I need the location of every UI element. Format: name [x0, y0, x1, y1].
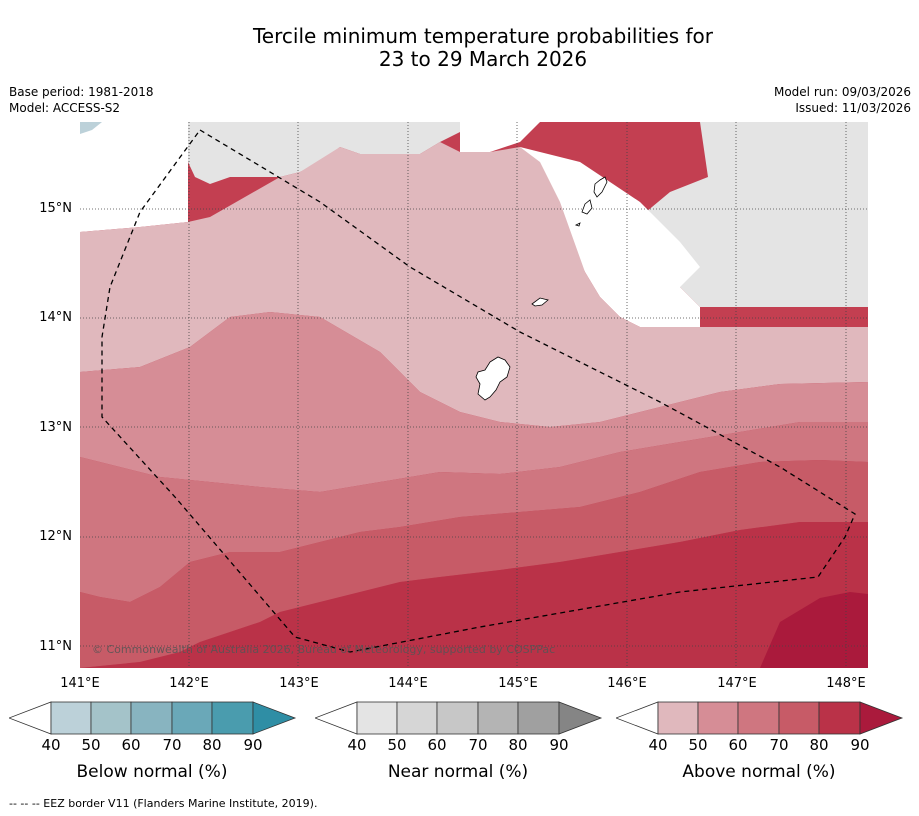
cb-near-title: Near normal (%) [387, 762, 529, 782]
meta-right: Model run: 09/03/2026 Issued: 11/03/2026 [774, 84, 911, 116]
copyright-text: © Commonwealth of Australia 2026, Bureau… [92, 643, 555, 656]
cb-near-swatch-1 [356, 701, 398, 735]
cb-near-tick-60: 60 [427, 736, 447, 754]
cb-near-swatch-2 [396, 701, 438, 735]
eez-border [101, 129, 856, 653]
cb-below-tick-60: 60 [121, 736, 141, 754]
cb-near-swatch-4 [477, 701, 519, 735]
band-90 [760, 592, 868, 668]
below-normal-corner [80, 122, 102, 134]
model-run: Model run: 09/03/2026 [773, 85, 911, 99]
cb-above-tick-90: 90 [850, 736, 870, 754]
band-80-90 [80, 522, 868, 668]
cb-near-tick-80: 80 [508, 736, 528, 754]
unshaded-area-east [520, 147, 700, 327]
band-70-80 [80, 460, 868, 668]
cb-near-tick-40: 40 [347, 736, 367, 754]
eez-footer-note: -- -- -- EEZ border V11 (Flanders Marine… [9, 797, 318, 810]
cb-near-swatch-3 [436, 701, 479, 735]
island-aguijan [574, 222, 581, 227]
cb-below-tick-70: 70 [162, 736, 182, 754]
cb-below-tick-40: 40 [41, 736, 61, 754]
probability-map: © Commonwealth of Australia 2026, Bureau… [80, 122, 868, 668]
cb-below-swatch-3 [130, 701, 173, 735]
cb-below-swatch-1 [50, 701, 92, 735]
lat-label-12: 12°N [39, 529, 72, 544]
near-normal-area-north [188, 122, 540, 184]
lon-label-142: 142°E [169, 676, 209, 691]
lat-label-13: 13°N [39, 420, 72, 435]
cb-above-tick-70: 70 [769, 736, 789, 754]
lon-label-146: 146°E [607, 676, 647, 691]
colorbar-above [616, 701, 904, 735]
lon-label-147: 147°E [717, 676, 757, 691]
cb-near-tick-90: 90 [549, 736, 569, 754]
band-50-60 [80, 312, 868, 492]
cb-below-tick-50: 50 [81, 736, 101, 754]
cb-below-tick-90: 90 [243, 736, 263, 754]
colorbar-below [9, 701, 297, 735]
unshaded-area-north [460, 122, 540, 152]
colorbar-near [315, 701, 603, 735]
lon-label-145: 145°E [498, 676, 538, 691]
cb-below-tick-80: 80 [202, 736, 222, 754]
band-60-70 [80, 422, 868, 602]
island-rota [531, 297, 549, 307]
cb-near-swatch-5 [517, 701, 560, 735]
cb-near-tick-50: 50 [387, 736, 407, 754]
cb-above-tick-40: 40 [648, 736, 668, 754]
band-40-50 [80, 142, 868, 427]
island-guam [475, 356, 511, 401]
lon-label-141: 141°E [60, 676, 100, 691]
cb-below-swatch-2 [90, 701, 132, 735]
map-title-line2: 23 to 29 March 2026 [378, 47, 588, 71]
island-tinian [581, 199, 593, 215]
cb-above-swatch-4 [778, 701, 820, 735]
cb-below-title: Below normal (%) [76, 762, 228, 782]
base-period: Base period: 1981-2018 [9, 85, 154, 99]
unshaded-area-northwest [80, 122, 188, 232]
model-name: Model: ACCESS-S2 [9, 101, 121, 115]
cb-above-tick-50: 50 [688, 736, 708, 754]
cb-above-swatch-3 [737, 701, 780, 735]
cb-near-tick-70: 70 [468, 736, 488, 754]
island-saipan [593, 176, 608, 198]
cb-above-swatch-2 [697, 701, 739, 735]
map-title-line1: Tercile minimum temperature probabilitie… [252, 24, 714, 48]
lon-label-148: 148°E [826, 676, 866, 691]
cb-above-tick-80: 80 [809, 736, 829, 754]
meta-left: Base period: 1981-2018 Model: ACCESS-S2 [9, 84, 154, 116]
issued-date: Issued: 11/03/2026 [795, 101, 911, 115]
lon-label-143: 143°E [279, 676, 319, 691]
cb-above-title: Above normal (%) [682, 762, 836, 782]
cb-below-swatch-4 [171, 701, 213, 735]
lat-label-15: 15°N [39, 201, 72, 216]
cb-above-swatch-5 [818, 701, 861, 735]
cb-above-tick-60: 60 [728, 736, 748, 754]
cb-above-swatch-1 [657, 701, 699, 735]
lon-label-144: 144°E [388, 676, 428, 691]
cb-below-swatch-5 [211, 701, 254, 735]
lat-label-11: 11°N [39, 639, 72, 654]
lat-label-14: 14°N [39, 310, 72, 325]
